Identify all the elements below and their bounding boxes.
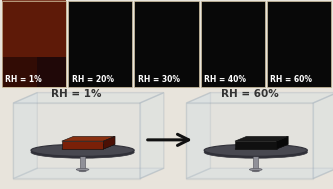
Polygon shape	[235, 141, 277, 149]
Bar	[135, 1, 198, 87]
Polygon shape	[104, 136, 115, 149]
Polygon shape	[186, 103, 313, 179]
Polygon shape	[62, 144, 115, 149]
Polygon shape	[186, 168, 333, 179]
Ellipse shape	[31, 144, 134, 156]
Bar	[2, 1, 66, 87]
Text: RH = 20%: RH = 20%	[72, 75, 114, 84]
Polygon shape	[13, 93, 164, 103]
Polygon shape	[235, 144, 288, 149]
Bar	[80, 155, 85, 170]
Polygon shape	[13, 103, 140, 179]
Polygon shape	[13, 168, 164, 179]
Ellipse shape	[76, 168, 89, 171]
Text: RH = 60%: RH = 60%	[270, 75, 312, 84]
Bar	[68, 1, 133, 87]
Ellipse shape	[31, 146, 134, 158]
Polygon shape	[186, 93, 210, 179]
Text: RH = 60%: RH = 60%	[221, 89, 279, 98]
Text: RH = 30%: RH = 30%	[138, 75, 180, 84]
Bar	[267, 1, 331, 87]
Polygon shape	[13, 93, 37, 179]
Ellipse shape	[252, 170, 259, 172]
Text: RH = 1%: RH = 1%	[5, 75, 42, 84]
Ellipse shape	[204, 146, 307, 158]
Bar	[253, 155, 258, 170]
Polygon shape	[277, 136, 288, 149]
Bar	[2, 1, 66, 87]
Bar	[2, 0, 66, 57]
Polygon shape	[62, 136, 115, 141]
Polygon shape	[235, 136, 288, 141]
Polygon shape	[62, 141, 104, 149]
Polygon shape	[140, 93, 164, 179]
Bar	[2, 57, 37, 87]
Bar	[200, 1, 265, 87]
Ellipse shape	[249, 168, 262, 171]
Text: RH = 1%: RH = 1%	[51, 89, 102, 98]
Text: RH = 40%: RH = 40%	[204, 75, 246, 84]
Polygon shape	[313, 93, 333, 179]
Ellipse shape	[204, 144, 307, 156]
Ellipse shape	[79, 170, 86, 172]
Polygon shape	[186, 93, 333, 103]
